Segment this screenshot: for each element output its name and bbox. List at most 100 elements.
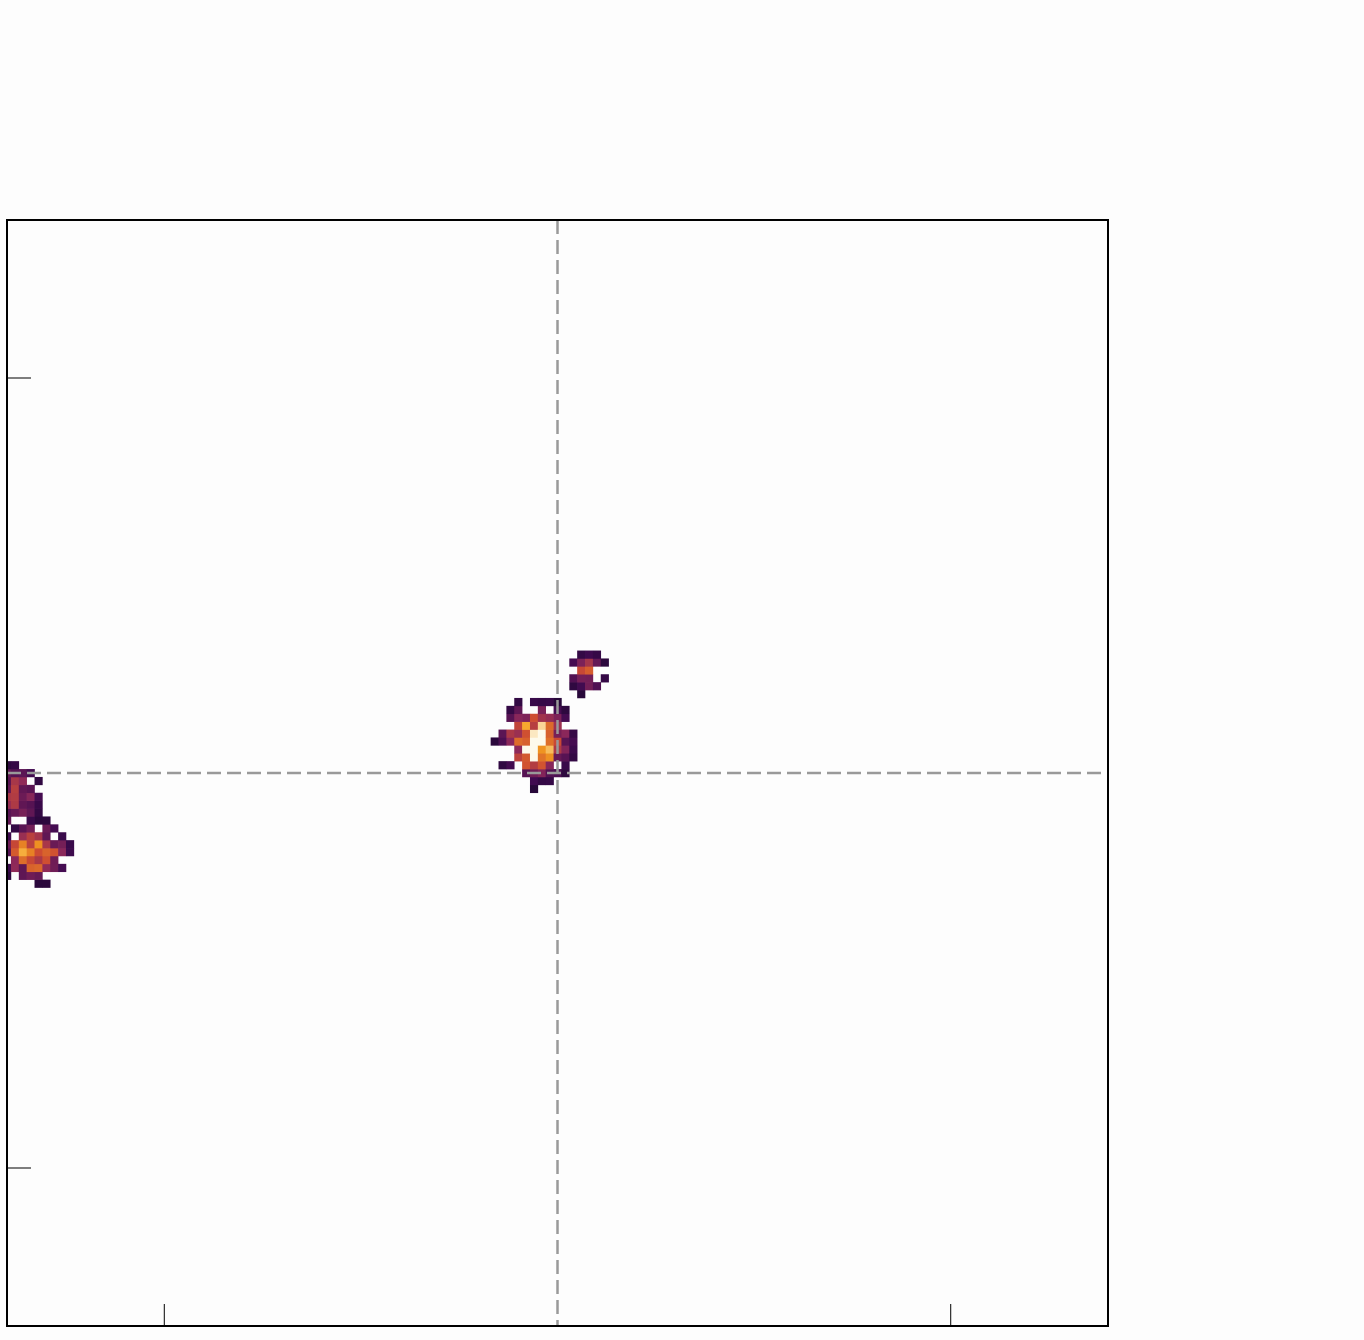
heatmap-cell: [34, 792, 43, 801]
heatmap-cell: [10, 792, 20, 801]
heatmap-cell: [506, 737, 515, 746]
heatmap-cell: [537, 737, 546, 746]
heatmap-cell: [545, 745, 554, 754]
heatmap-cell: [545, 737, 554, 746]
heatmap-cell: [529, 697, 539, 707]
heatmap-cell: [577, 650, 586, 659]
heatmap-cell: [18, 792, 27, 801]
heatmap-cell: [50, 848, 59, 857]
heatmap-cell: [7, 840, 12, 849]
heatmap-cell: [10, 808, 20, 817]
heatmap-cell: [10, 800, 20, 809]
heatmap-cell: [529, 784, 539, 794]
heatmap-cell: [506, 713, 515, 722]
heatmap-cell: [34, 816, 43, 825]
heatmap-cell: [0, 793, 3, 801]
heatmap-cell: [26, 808, 35, 817]
heatmap-cell: [7, 808, 12, 817]
heatmap-cell: [50, 855, 59, 865]
heatmap-cell: [529, 761, 539, 770]
heatmap-cell: [529, 737, 539, 746]
heatmap-cell: [42, 832, 51, 841]
heatmap-cell: [537, 745, 546, 754]
heatmap-cell: [50, 863, 59, 873]
heatmap-cell: [18, 832, 27, 841]
heatmap-cell: [34, 848, 43, 857]
heatmap-cell: [65, 840, 75, 849]
heatmap-cell: [10, 761, 20, 770]
heatmap-cell: [34, 863, 43, 873]
heatmap-cell: [65, 848, 75, 857]
heatmap-cell: [545, 721, 554, 730]
heatmap-cell: [522, 729, 531, 738]
heatmap-cell: [522, 713, 531, 722]
heatmap-cell: [577, 674, 586, 683]
heatmap-cell: [569, 729, 578, 738]
heatmap-cell: [529, 721, 539, 730]
heatmap-cell: [34, 832, 43, 841]
heatmap-cell: [0, 785, 3, 793]
heatmap-cell: [553, 713, 562, 722]
heatmap-cell: [522, 737, 531, 746]
heatmap-cell: [561, 705, 570, 715]
heatmap-cell: [42, 855, 51, 865]
heatmap-cell: [18, 863, 27, 873]
heatmap-cell: [26, 784, 35, 794]
heatmap-cell: [0, 769, 3, 777]
plot-frame: [6, 219, 1109, 1327]
heatmap-cell: [26, 800, 35, 809]
heatmap-cell: [577, 690, 586, 699]
heatmap-cell: [537, 705, 546, 715]
heatmap-cell: [490, 737, 499, 746]
heatmap-cell: [42, 879, 51, 888]
heatmap-cell: [514, 737, 523, 746]
heatmap-cell: [26, 832, 35, 841]
heatmap-cell: [10, 784, 20, 794]
heatmap-cell: [7, 832, 12, 841]
heatmap-cell: [585, 666, 594, 675]
heatmap-cell: [42, 840, 51, 849]
heatmap-cell: [561, 761, 570, 770]
heatmap-cell: [7, 871, 12, 880]
heatmap-cell: [7, 800, 12, 809]
heatmap-cell: [7, 761, 12, 770]
heatmap-cell: [18, 784, 27, 794]
heatmap-cell: [50, 824, 59, 833]
heatmap-cell: [26, 863, 35, 873]
heatmap-cell: [18, 769, 27, 778]
heatmap-cell: [569, 674, 578, 683]
heatmap-cell: [537, 753, 546, 762]
heatmap-cell: [7, 792, 12, 801]
heatmap-cell: [514, 713, 523, 722]
heatmap-cell: [561, 745, 570, 754]
heatmap-cell: [7, 784, 12, 794]
heatmap-cell: [537, 721, 546, 730]
heatmap-cell: [26, 840, 35, 849]
heatmap-cell: [34, 840, 43, 849]
heatmap-cell: [10, 855, 20, 865]
heatmap-cell: [592, 658, 602, 667]
heatmap-cell: [545, 761, 554, 770]
heatmap-cell: [7, 776, 12, 786]
heatmap-cell: [26, 792, 35, 801]
heatmap-cell: [34, 776, 43, 786]
heatmap-cell: [561, 713, 570, 722]
heatmap-cell: [0, 816, 3, 824]
heatmap-cell: [498, 737, 507, 746]
heatmap-cell: [514, 697, 523, 707]
heatmap-cell: [545, 729, 554, 738]
heatmap-cell: [522, 753, 531, 762]
heatmap-cell: [18, 848, 27, 857]
heatmap-cell: [545, 753, 554, 762]
heatmap-cell: [537, 776, 546, 786]
heatmap-cell: [577, 666, 586, 675]
heatmap-cell: [0, 864, 3, 872]
heatmap-cell: [10, 840, 20, 849]
heatmap-cell: [592, 650, 602, 659]
heatmap-cell: [498, 729, 507, 738]
heatmap-cell: [0, 848, 3, 856]
heatmap-cell: [545, 697, 554, 707]
heatmap-cell: [569, 658, 578, 667]
